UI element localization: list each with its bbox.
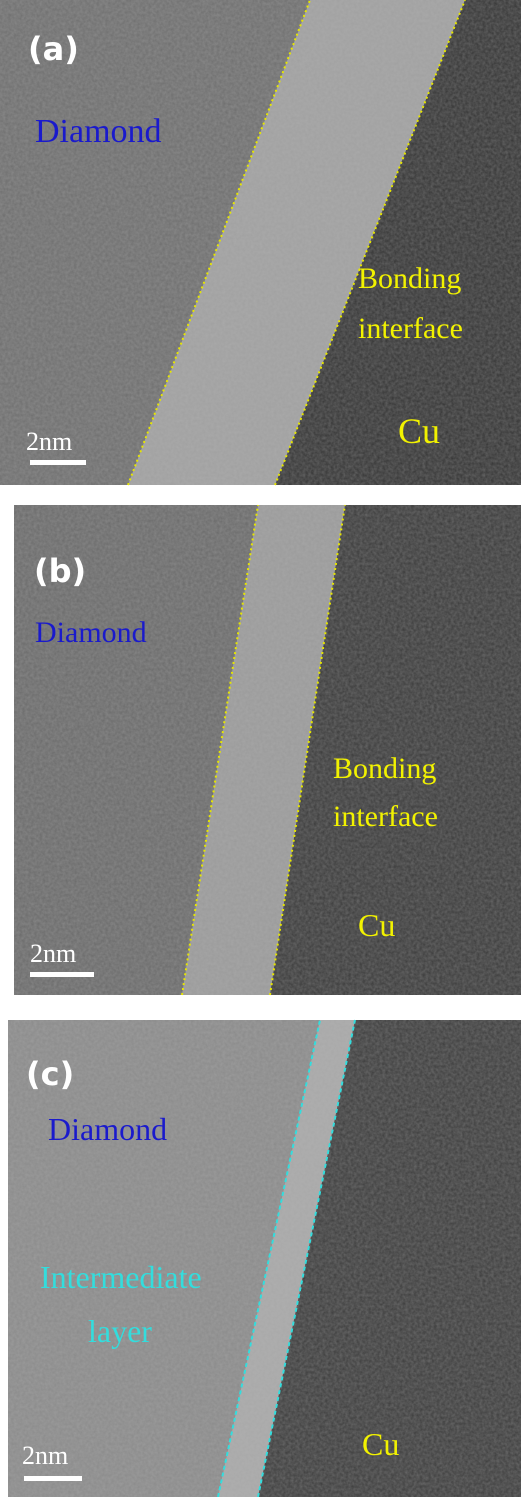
- interface-label: interface: [333, 800, 438, 833]
- material-label: Cu: [358, 907, 395, 943]
- scale-bar: [30, 460, 86, 465]
- panel-label: (a): [28, 30, 79, 68]
- scale-bar-label: 2nm: [22, 1441, 68, 1470]
- texture: [14, 505, 521, 995]
- material-label: Cu: [398, 411, 440, 451]
- material-label: Diamond: [48, 1111, 167, 1147]
- panel-label: (c): [26, 1055, 74, 1093]
- material-label: Diamond: [35, 616, 147, 649]
- panel-b: (b) Diamond Bonding interface Cu 2nm: [14, 505, 521, 995]
- interface-label: Intermediate: [40, 1259, 202, 1295]
- scale-bar-label: 2nm: [30, 939, 76, 968]
- panel-label: (b): [34, 552, 86, 590]
- interface-label: Bonding: [358, 262, 461, 295]
- figure: (a) Diamond Bonding interface Cu 2nm (b)…: [0, 0, 521, 1497]
- panel-a: (a) Diamond Bonding interface Cu 2nm: [0, 0, 521, 485]
- interface-label: interface: [358, 312, 463, 345]
- interface-label: Bonding: [333, 752, 436, 785]
- material-label: Cu: [362, 1426, 399, 1462]
- material-label: Diamond: [35, 113, 162, 150]
- texture: [0, 0, 521, 485]
- scale-bar: [24, 1476, 82, 1481]
- panel-c: (c) Diamond Intermediate layer Cu 2nm: [8, 1020, 521, 1497]
- scale-bar-label: 2nm: [26, 427, 72, 456]
- interface-label: layer: [88, 1313, 152, 1349]
- scale-bar: [30, 972, 94, 977]
